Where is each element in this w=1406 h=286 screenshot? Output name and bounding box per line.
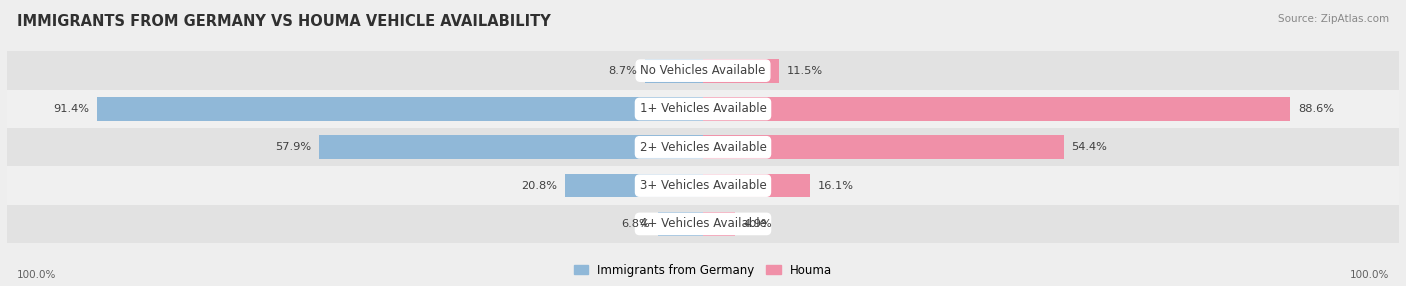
Text: 6.8%: 6.8% — [621, 219, 650, 229]
Bar — [97, 97, 703, 121]
Text: 4.9%: 4.9% — [744, 219, 772, 229]
Text: Source: ZipAtlas.com: Source: ZipAtlas.com — [1278, 14, 1389, 24]
Bar — [645, 59, 703, 83]
Bar — [7, 128, 1399, 166]
Text: IMMIGRANTS FROM GERMANY VS HOUMA VEHICLE AVAILABILITY: IMMIGRANTS FROM GERMANY VS HOUMA VEHICLE… — [17, 14, 551, 29]
Text: 100.0%: 100.0% — [17, 270, 56, 280]
Text: 54.4%: 54.4% — [1071, 142, 1108, 152]
Legend: Immigrants from Germany, Houma: Immigrants from Germany, Houma — [571, 260, 835, 280]
Bar — [7, 205, 1399, 243]
Text: 11.5%: 11.5% — [787, 66, 824, 76]
Text: 1+ Vehicles Available: 1+ Vehicles Available — [640, 102, 766, 116]
Bar — [319, 135, 703, 159]
Bar — [658, 212, 703, 236]
Text: 91.4%: 91.4% — [53, 104, 89, 114]
Text: 2+ Vehicles Available: 2+ Vehicles Available — [640, 141, 766, 154]
Bar — [7, 166, 1399, 205]
Bar — [7, 51, 1399, 90]
Text: 88.6%: 88.6% — [1298, 104, 1334, 114]
Text: 4+ Vehicles Available: 4+ Vehicles Available — [640, 217, 766, 231]
Text: No Vehicles Available: No Vehicles Available — [640, 64, 766, 77]
Bar — [565, 174, 703, 198]
Text: 8.7%: 8.7% — [609, 66, 637, 76]
Text: 20.8%: 20.8% — [522, 181, 557, 190]
Bar — [703, 174, 810, 198]
Bar — [703, 59, 779, 83]
Bar — [703, 212, 735, 236]
Text: 57.9%: 57.9% — [276, 142, 311, 152]
Bar — [703, 135, 1063, 159]
Bar — [7, 90, 1399, 128]
Bar — [703, 97, 1291, 121]
Text: 16.1%: 16.1% — [818, 181, 853, 190]
Text: 100.0%: 100.0% — [1350, 270, 1389, 280]
Text: 3+ Vehicles Available: 3+ Vehicles Available — [640, 179, 766, 192]
